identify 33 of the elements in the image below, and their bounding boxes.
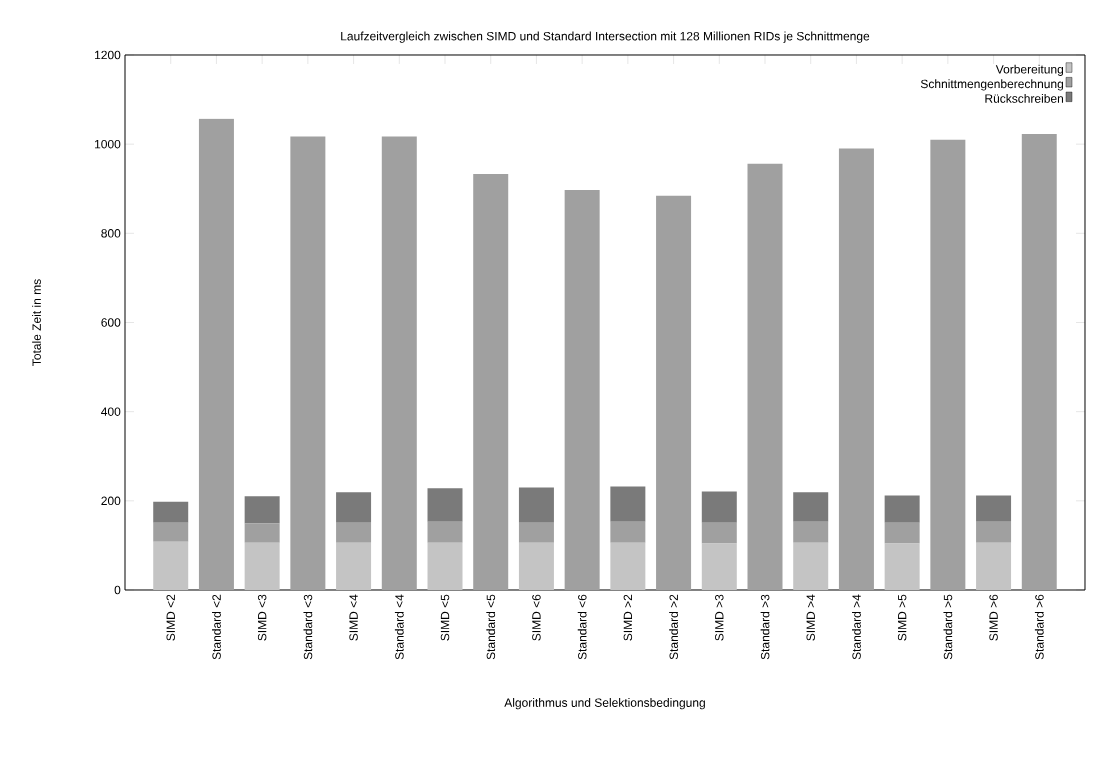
x-tick-label: SIMD >6 xyxy=(989,594,998,641)
chart-title: Laufzeitvergleich zwischen SIMD und Standard Intersection mit 128 Millionen RIDs je Schnittmenge xyxy=(341,31,870,43)
y-axis-title: Totale Zeit in ms xyxy=(32,279,41,366)
x-tick-label: Standard <2 xyxy=(212,594,221,660)
x-tick-label: SIMD <2 xyxy=(166,594,175,641)
x-tick-label: Standard <3 xyxy=(303,594,313,660)
y-tick-label: 200 xyxy=(101,496,121,506)
y-tick-label: 600 xyxy=(101,318,121,327)
x-tick-label: Standard >2 xyxy=(669,594,678,660)
y-tick-label: 1000 xyxy=(95,139,121,149)
x-tick-label: SIMD >5 xyxy=(897,594,907,641)
x-tick-label: SIMD <5 xyxy=(440,594,450,641)
x-tick-label: Standard <4 xyxy=(394,594,404,660)
x-tick-label: SIMD <6 xyxy=(532,594,541,641)
x-tick-label: SIMD >4 xyxy=(806,594,815,641)
y-tick-label: 800 xyxy=(101,229,121,238)
x-tick-label: Standard >4 xyxy=(852,594,861,660)
x-tick-label: Standard >6 xyxy=(1034,594,1044,660)
y-tick-label: 400 xyxy=(101,407,121,416)
x-tick-label: SIMD <3 xyxy=(257,594,267,641)
x-axis-title: Algorithmus und Selektionsbedingung xyxy=(504,698,705,710)
y-tick-label: 1200 xyxy=(95,50,121,60)
legend-label: Rückschreiben xyxy=(985,93,1064,103)
x-tick-label: Standard <5 xyxy=(486,594,496,660)
y-tick-label: 0 xyxy=(114,585,121,595)
x-tick-label: SIMD >2 xyxy=(623,594,633,641)
x-tick-label: SIMD >3 xyxy=(715,594,724,641)
legend-label: Vorbereitung xyxy=(995,64,1064,76)
x-tick-label: SIMD <4 xyxy=(349,594,358,641)
x-tick-label: Standard >5 xyxy=(943,594,953,660)
legend-label: Schnittmengenberechnung xyxy=(920,79,1063,91)
x-tick-label: Standard >3 xyxy=(760,594,770,660)
x-tick-label: Standard <6 xyxy=(577,594,587,660)
